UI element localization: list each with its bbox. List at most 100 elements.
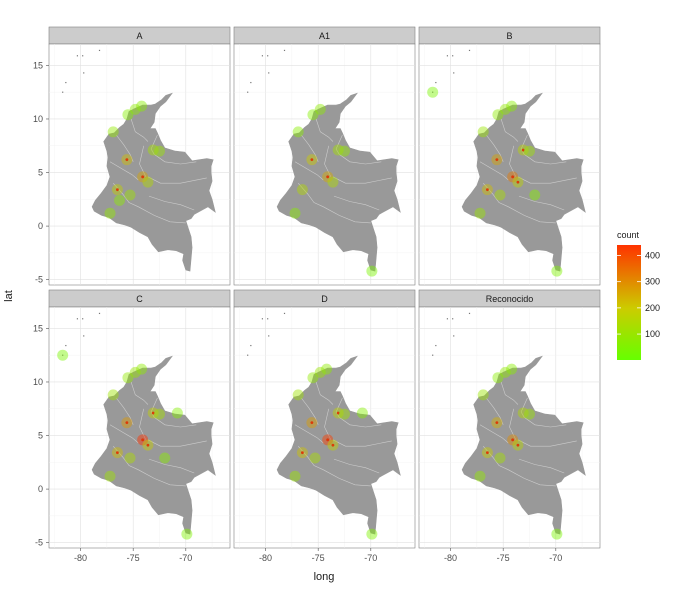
facet-panel: B bbox=[418, 26, 601, 286]
department-border bbox=[324, 408, 332, 440]
department-border bbox=[517, 176, 577, 184]
data-point-core bbox=[125, 158, 129, 162]
department-border bbox=[154, 417, 197, 428]
legend-ticks: 100 200 300 400 bbox=[617, 250, 660, 339]
data-point bbox=[338, 408, 350, 420]
colombia-map bbox=[276, 355, 401, 535]
department-border bbox=[297, 183, 324, 208]
data-point-core bbox=[486, 188, 489, 192]
department-border bbox=[332, 439, 392, 447]
data-point bbox=[309, 452, 321, 464]
y-axis: -5 0 5 10 15 -5 0 5 10 15 bbox=[33, 60, 49, 548]
department-border bbox=[333, 458, 380, 474]
y-tick-label: 10 bbox=[33, 114, 43, 124]
island-mark bbox=[432, 354, 434, 356]
department-border bbox=[524, 154, 567, 165]
department-border bbox=[315, 118, 334, 142]
island-mark bbox=[468, 49, 471, 52]
colombia-map bbox=[461, 92, 586, 272]
x-axis: -80 -75 -70 -80 -75 -70 -80 -75 -70 bbox=[74, 548, 562, 563]
data-point bbox=[321, 363, 333, 375]
data-point bbox=[181, 528, 193, 540]
data-point bbox=[104, 470, 116, 482]
data-point-core bbox=[301, 451, 304, 455]
department-border bbox=[109, 424, 139, 444]
island-mark bbox=[446, 55, 449, 57]
x-tick-label: -70 bbox=[549, 553, 562, 563]
data-point bbox=[366, 528, 378, 540]
facet-panel: C bbox=[48, 289, 231, 549]
island-mark bbox=[82, 318, 84, 320]
data-point bbox=[477, 126, 489, 138]
data-point bbox=[153, 145, 165, 157]
island-mark bbox=[283, 312, 286, 315]
legend: count 100 200 300 400 bbox=[617, 230, 660, 360]
data-point bbox=[492, 372, 504, 384]
data-point bbox=[474, 207, 486, 219]
island-mark bbox=[453, 335, 455, 337]
department-border bbox=[332, 176, 392, 184]
gridlines bbox=[49, 307, 230, 548]
data-point bbox=[356, 407, 368, 419]
island-mark bbox=[62, 354, 64, 356]
department-border bbox=[323, 206, 371, 224]
data-point bbox=[296, 184, 308, 196]
data-point-core bbox=[125, 421, 129, 425]
data-point bbox=[171, 407, 183, 419]
department-border bbox=[301, 134, 319, 162]
x-tick-label: -70 bbox=[179, 553, 192, 563]
island-mark bbox=[435, 344, 437, 347]
data-point-core bbox=[511, 175, 515, 179]
x-tick-label: -80 bbox=[259, 553, 272, 563]
island-mark bbox=[76, 55, 79, 57]
data-point bbox=[147, 144, 159, 156]
x-axis-title: long bbox=[314, 571, 335, 583]
data-point bbox=[107, 389, 119, 401]
facet-strip-label: A1 bbox=[319, 31, 330, 41]
island-mark bbox=[250, 81, 252, 84]
department-border bbox=[339, 417, 382, 428]
y-tick-label: 15 bbox=[33, 60, 43, 70]
data-point-core bbox=[326, 175, 330, 179]
data-point bbox=[506, 363, 518, 375]
x-tick-label: -75 bbox=[497, 553, 510, 563]
data-point-core bbox=[495, 158, 499, 162]
data-point bbox=[499, 103, 511, 115]
island-mark bbox=[435, 81, 437, 84]
department-border bbox=[116, 397, 134, 425]
data-point-core bbox=[521, 148, 525, 152]
island-mark bbox=[98, 49, 101, 52]
data-point bbox=[314, 103, 326, 115]
department-border bbox=[139, 145, 147, 177]
x-tick-label: -75 bbox=[312, 553, 325, 563]
data-point-core bbox=[486, 451, 489, 455]
data-point bbox=[122, 372, 134, 384]
x-tick-label: -70 bbox=[364, 553, 377, 563]
island-mark bbox=[76, 318, 79, 320]
department-border bbox=[130, 381, 149, 405]
y-axis-title: lat bbox=[3, 290, 15, 302]
department-border bbox=[500, 381, 519, 405]
data-point-core bbox=[116, 451, 119, 455]
y-tick-label: -5 bbox=[35, 538, 43, 548]
data-point bbox=[107, 126, 119, 138]
data-point-core bbox=[516, 443, 520, 447]
legend-tick-label: 400 bbox=[645, 250, 660, 260]
island-mark bbox=[65, 81, 67, 84]
department-border bbox=[339, 154, 382, 165]
department-border bbox=[509, 408, 517, 440]
data-point bbox=[142, 176, 154, 188]
department-border bbox=[479, 424, 509, 444]
facet-panel: Reconocido bbox=[418, 289, 601, 549]
data-point bbox=[122, 109, 134, 121]
department-border bbox=[148, 195, 195, 211]
data-point bbox=[292, 389, 304, 401]
data-point bbox=[551, 265, 563, 277]
data-point bbox=[523, 145, 535, 157]
data-point bbox=[136, 100, 148, 112]
colombia-map bbox=[461, 355, 586, 535]
department-border bbox=[520, 134, 528, 155]
y-tick-label: 0 bbox=[38, 221, 43, 231]
data-point bbox=[494, 189, 506, 201]
